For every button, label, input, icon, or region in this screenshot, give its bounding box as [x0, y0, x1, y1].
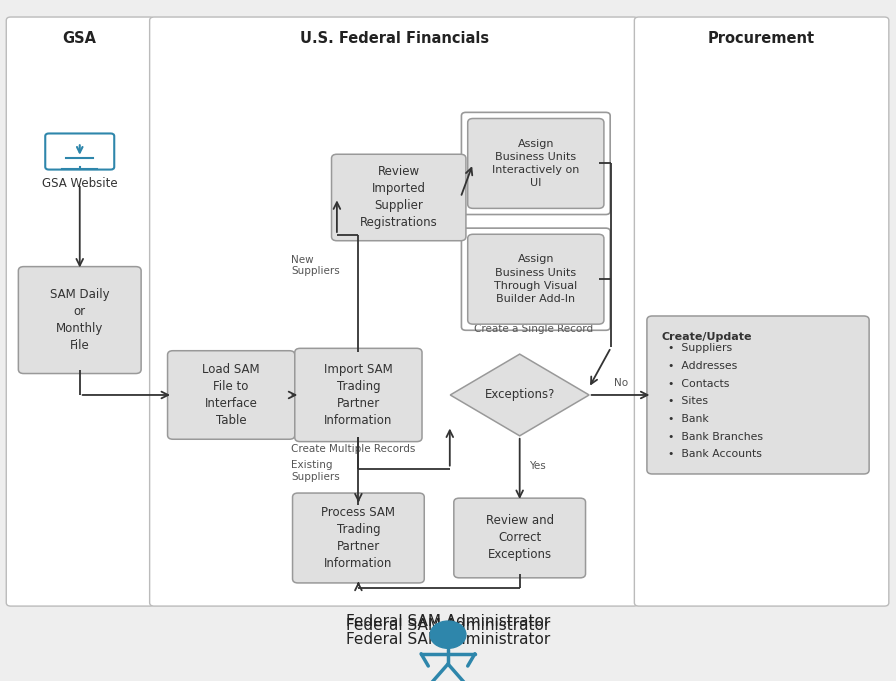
Text: Create/Update: Create/Update: [661, 332, 752, 343]
Text: •  Suppliers: • Suppliers: [668, 343, 732, 353]
FancyBboxPatch shape: [453, 498, 586, 577]
Text: Yes: Yes: [529, 462, 546, 471]
Text: •  Bank Branches: • Bank Branches: [668, 432, 762, 442]
Text: Create Multiple Records: Create Multiple Records: [291, 445, 416, 454]
Text: •  Bank: • Bank: [668, 414, 708, 424]
Text: GSA Website: GSA Website: [42, 177, 117, 190]
Text: Import SAM
Trading
Partner
Information: Import SAM Trading Partner Information: [324, 363, 392, 427]
Text: Process SAM
Trading
Partner
Information: Process SAM Trading Partner Information: [322, 506, 395, 570]
Polygon shape: [450, 354, 590, 436]
Text: Federal SAM Administrator: Federal SAM Administrator: [346, 618, 550, 633]
Text: Assign
Business Units
Through Visual
Builder Add-In: Assign Business Units Through Visual Bui…: [495, 255, 577, 304]
Text: Existing
Suppliers: Existing Suppliers: [291, 460, 340, 482]
Text: GSA: GSA: [63, 31, 97, 46]
FancyBboxPatch shape: [18, 266, 142, 373]
Text: New
Suppliers: New Suppliers: [291, 255, 340, 276]
Text: U.S. Federal Financials: U.S. Federal Financials: [299, 31, 489, 46]
Text: •  Sites: • Sites: [668, 396, 708, 407]
Text: Review
Imported
Supplier
Registrations: Review Imported Supplier Registrations: [360, 165, 437, 229]
Text: Federal SAM Administrator: Federal SAM Administrator: [346, 614, 550, 629]
FancyBboxPatch shape: [647, 316, 869, 474]
FancyBboxPatch shape: [468, 234, 604, 324]
Text: •  Bank Accounts: • Bank Accounts: [668, 449, 762, 460]
FancyBboxPatch shape: [292, 493, 425, 583]
Text: Exceptions?: Exceptions?: [485, 388, 555, 402]
FancyBboxPatch shape: [634, 17, 889, 606]
FancyBboxPatch shape: [6, 17, 154, 606]
Text: Federal SAM Administrator: Federal SAM Administrator: [346, 632, 550, 647]
Text: Procurement: Procurement: [708, 31, 815, 46]
FancyBboxPatch shape: [150, 17, 638, 606]
FancyBboxPatch shape: [468, 118, 604, 208]
FancyBboxPatch shape: [168, 351, 295, 439]
Text: SAM Daily
or
Monthly
File: SAM Daily or Monthly File: [50, 288, 109, 352]
FancyBboxPatch shape: [46, 133, 115, 170]
Circle shape: [430, 621, 466, 648]
Text: Review and
Correct
Exceptions: Review and Correct Exceptions: [486, 514, 554, 562]
Text: Assign
Business Units
Interactively on
UI: Assign Business Units Interactively on U…: [492, 139, 580, 188]
FancyBboxPatch shape: [461, 112, 610, 215]
FancyBboxPatch shape: [461, 228, 610, 330]
FancyBboxPatch shape: [332, 155, 466, 241]
Text: •  Contacts: • Contacts: [668, 379, 728, 389]
Text: No: No: [614, 378, 628, 388]
Text: Create a Single Record: Create a Single Record: [474, 323, 592, 334]
FancyBboxPatch shape: [295, 349, 422, 442]
Text: •  Addresses: • Addresses: [668, 361, 737, 371]
Text: Load SAM
File to
Interface
Table: Load SAM File to Interface Table: [202, 363, 260, 427]
